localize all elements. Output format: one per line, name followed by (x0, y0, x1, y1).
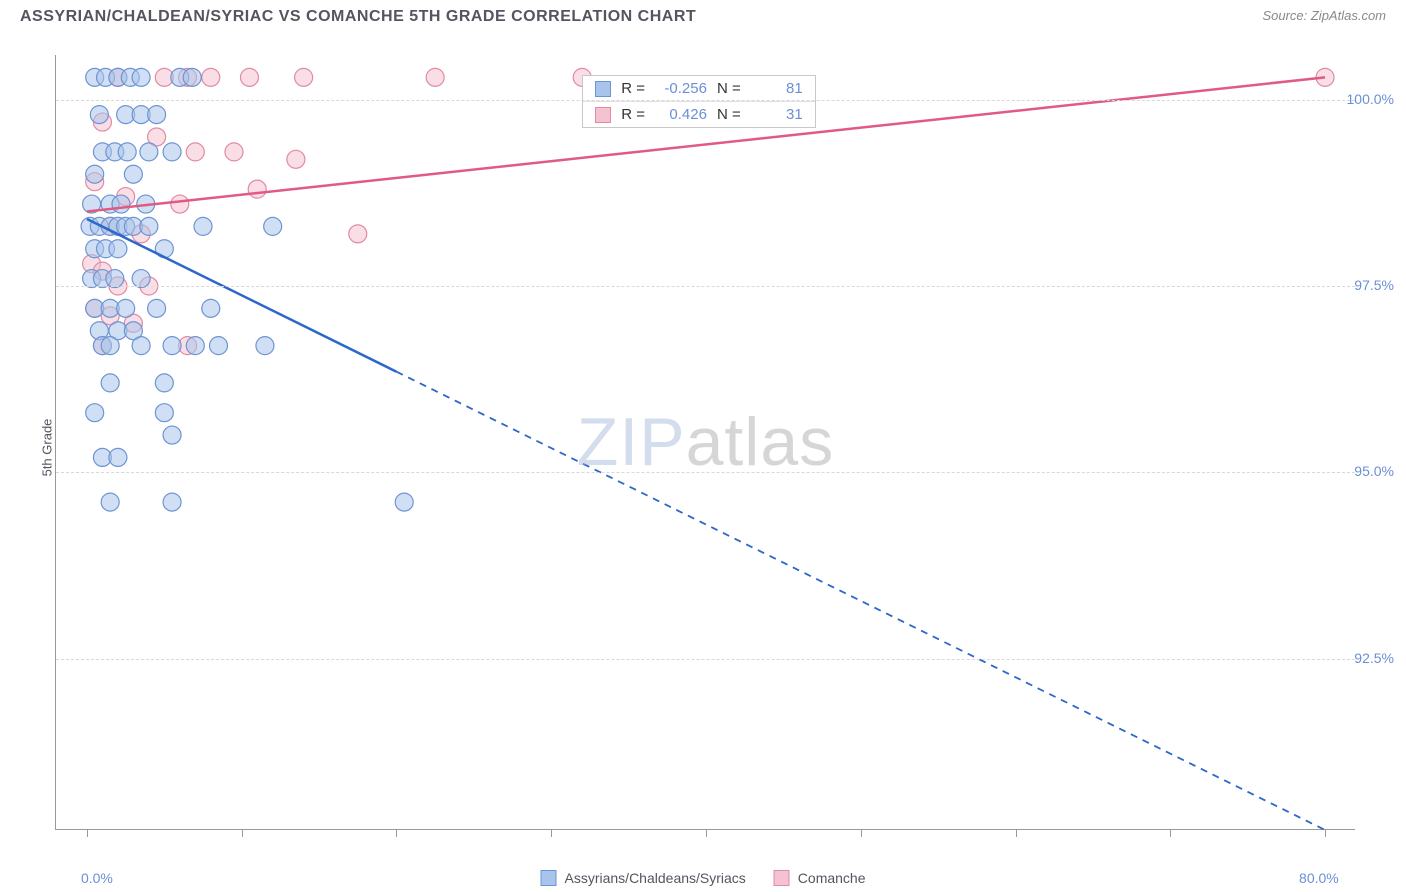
legend: Assyrians/Chaldeans/Syriacs Comanche (541, 870, 866, 886)
gridline (56, 659, 1355, 660)
data-point (163, 426, 181, 444)
xtick (242, 829, 243, 837)
n-label: N = (717, 106, 741, 123)
r-label: R = (621, 106, 645, 123)
data-point (186, 143, 204, 161)
stats-row-b: R = 0.426 N = 31 (583, 101, 815, 127)
y-axis-label: 5th Grade (39, 419, 54, 477)
data-point (118, 143, 136, 161)
xtick-label: 0.0% (81, 870, 113, 886)
data-point (202, 299, 220, 317)
data-point (109, 448, 127, 466)
n-value-b: 31 (751, 106, 803, 123)
data-point (132, 270, 150, 288)
plot-svg (56, 55, 1355, 829)
n-value-a: 81 (751, 80, 803, 97)
n-label: N = (717, 80, 741, 97)
data-point (124, 165, 142, 183)
legend-item-a: Assyrians/Chaldeans/Syriacs (541, 870, 746, 886)
xtick (861, 829, 862, 837)
data-point (194, 217, 212, 235)
r-value-b: 0.426 (655, 106, 707, 123)
data-point (183, 68, 201, 86)
data-point (225, 143, 243, 161)
data-point (155, 374, 173, 392)
xtick (396, 829, 397, 837)
data-point (86, 165, 104, 183)
data-point (163, 493, 181, 511)
data-point (210, 337, 228, 355)
gridline (56, 286, 1355, 287)
data-point (140, 143, 158, 161)
data-point (101, 337, 119, 355)
legend-label-b: Comanche (798, 870, 866, 886)
source-label: Source: ZipAtlas.com (1262, 8, 1386, 23)
data-point (101, 374, 119, 392)
data-point (186, 337, 204, 355)
data-point (287, 150, 305, 168)
data-point (256, 337, 274, 355)
data-point (264, 217, 282, 235)
data-point (163, 143, 181, 161)
xtick (551, 829, 552, 837)
ytick-label: 97.5% (1354, 277, 1394, 293)
ytick-label: 95.0% (1354, 463, 1394, 479)
trend-line-dashed (396, 372, 1325, 830)
data-point (395, 493, 413, 511)
data-point (171, 195, 189, 213)
data-point (140, 217, 158, 235)
data-point (86, 404, 104, 422)
swatch-b-icon (595, 107, 611, 123)
data-point (426, 68, 444, 86)
data-point (349, 225, 367, 243)
gridline (56, 472, 1355, 473)
chart-title: ASSYRIAN/CHALDEAN/SYRIAC VS COMANCHE 5TH… (20, 8, 696, 26)
data-point (90, 106, 108, 124)
data-point (148, 299, 166, 317)
data-point (132, 337, 150, 355)
xtick (87, 829, 88, 837)
data-point (240, 68, 258, 86)
legend-label-a: Assyrians/Chaldeans/Syriacs (565, 870, 746, 886)
data-point (106, 270, 124, 288)
data-point (148, 106, 166, 124)
swatch-b-icon (774, 870, 790, 886)
data-point (109, 240, 127, 258)
legend-item-b: Comanche (774, 870, 866, 886)
data-point (155, 404, 173, 422)
xtick (1325, 829, 1326, 837)
chart-area: ZIPatlas R = -0.256 N = 81 R = 0.426 N =… (55, 55, 1355, 830)
swatch-a-icon (595, 81, 611, 97)
ytick-label: 92.5% (1354, 650, 1394, 666)
swatch-a-icon (541, 870, 557, 886)
r-label: R = (621, 80, 645, 97)
gridline (56, 100, 1355, 101)
xtick (706, 829, 707, 837)
r-value-a: -0.256 (655, 80, 707, 97)
xtick-label: 80.0% (1299, 870, 1339, 886)
data-point (132, 68, 150, 86)
data-point (248, 180, 266, 198)
stats-row-a: R = -0.256 N = 81 (583, 76, 815, 101)
ytick-label: 100.0% (1347, 91, 1394, 107)
data-point (295, 68, 313, 86)
stats-box: R = -0.256 N = 81 R = 0.426 N = 31 (582, 75, 816, 128)
data-point (101, 493, 119, 511)
data-point (112, 195, 130, 213)
xtick (1016, 829, 1017, 837)
xtick (1170, 829, 1171, 837)
data-point (163, 337, 181, 355)
data-point (202, 68, 220, 86)
data-point (117, 299, 135, 317)
